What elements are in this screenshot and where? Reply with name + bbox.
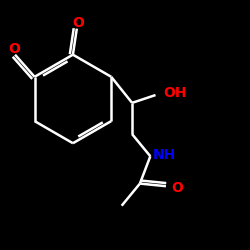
Text: O: O (8, 42, 20, 56)
Text: OH: OH (163, 86, 187, 100)
Text: O: O (172, 181, 183, 195)
Text: O: O (72, 16, 84, 30)
Text: NH: NH (153, 148, 176, 162)
